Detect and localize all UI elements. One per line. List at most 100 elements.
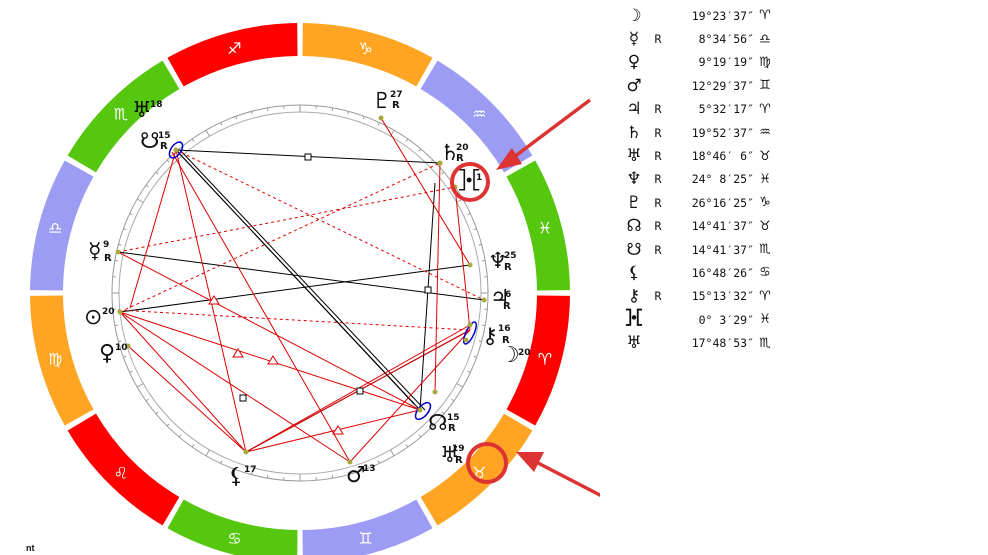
retrograde-flag: R <box>654 242 662 257</box>
mars-planet: ♂ 13 <box>346 463 376 488</box>
svg-text:R: R <box>160 141 168 152</box>
saturn-icon: ♄ <box>440 141 460 166</box>
degree-value: 16°48′26″ <box>691 265 754 280</box>
neptune-planet: ♆ 25 R <box>488 249 517 274</box>
degree-value: 12°29′37″ <box>691 78 754 93</box>
zodiac-sign-icon: ♏ <box>759 335 771 351</box>
pluto-planet: ♇ 27 R <box>372 89 403 114</box>
planet-icon: ⯘ <box>625 308 643 329</box>
zodiac-sign-icon: ♈ <box>759 8 771 24</box>
retrograde-flag: R <box>654 172 662 187</box>
zodiac-sign-icon: ♈ <box>759 288 771 304</box>
svg-text:R: R <box>455 455 463 466</box>
degree-value: 9°19′19″ <box>698 55 754 70</box>
position-row: ☊ R 14°41′37″ ♉ <box>620 215 776 238</box>
aspect-line <box>179 149 426 411</box>
zodiac-segment-virgo <box>30 295 94 426</box>
aspect-markers <box>208 153 432 435</box>
north-node-icon: ☊ <box>428 411 448 436</box>
retrograde-flag: R <box>654 102 662 117</box>
natal-chart-wheel: ♐ ♑♒♓♈♉♊♋♌♍♎♏ <box>30 23 600 555</box>
svg-text:R: R <box>448 423 456 434</box>
gemini-icon: ♊ <box>358 529 372 548</box>
degree-value: 24° 8′25″ <box>691 172 754 187</box>
retrograde-flag: R <box>654 32 662 47</box>
position-row: ⯘ 0° 3′29″ ♓ <box>620 308 776 331</box>
planet-icon: ♃ <box>626 99 642 120</box>
planet-icon: ♀ <box>627 52 641 73</box>
mercury-icon: ☿ <box>88 239 102 264</box>
planet-icon: ♇ <box>626 192 642 213</box>
svg-text:27: 27 <box>390 90 403 100</box>
zodiac-sign-icon: ♊ <box>759 78 771 94</box>
sun-planet: ⊙ 20 <box>84 305 115 330</box>
highlight-annotations <box>450 98 600 498</box>
svg-text:13: 13 <box>363 464 376 474</box>
degree-value: 14°41′37″ <box>691 219 754 234</box>
svg-text:15: 15 <box>158 131 171 141</box>
svg-text:9: 9 <box>103 240 109 250</box>
vertex-planet: ♅ 18 <box>132 98 163 123</box>
south-node-planet: ☋ 15 R <box>140 129 171 154</box>
zodiac-segment-scorpio <box>67 60 180 173</box>
degree-ticks <box>112 105 488 481</box>
uranus-planet: ♅ 19 R <box>440 443 465 468</box>
svg-text:20: 20 <box>456 143 469 153</box>
svg-text:20: 20 <box>102 307 115 317</box>
aspect-line <box>175 149 415 405</box>
position-row: ♇ R 26°16′25″ ♑ <box>620 191 776 214</box>
degree-value: 18°46′ 6″ <box>691 149 754 164</box>
zodiac-sign-icon: ♍ <box>759 54 771 70</box>
zodiac-segment-capricorn <box>302 23 433 87</box>
svg-text:1: 1 <box>476 173 482 183</box>
position-row: ☋ R 14°41′37″ ♏ <box>620 238 776 261</box>
degree-value: 19°23′37″ <box>691 8 754 23</box>
svg-text:20: 20 <box>518 348 531 358</box>
degree-value: 26°16′25″ <box>691 195 754 210</box>
svg-text:6: 6 <box>505 290 511 300</box>
svg-text:19: 19 <box>452 444 465 454</box>
aspect-line <box>119 311 351 463</box>
sun-icon: ⊙ <box>84 305 102 330</box>
jupiter-icon: ♃ <box>490 286 510 311</box>
highlight-circle-taurus <box>466 442 508 484</box>
position-row: ♃ R 5°32′17″ ♈ <box>620 98 776 121</box>
degree-value: 0° 3′29″ <box>698 312 754 327</box>
neptune-icon: ♆ <box>488 249 508 274</box>
planet-icon: ⚸ <box>627 262 641 283</box>
aspect-lines <box>117 117 485 463</box>
aries-icon: ♈ <box>538 350 552 369</box>
leo-icon: ♌ <box>114 463 128 482</box>
libra-icon: ♎ <box>48 218 62 237</box>
planet-icon: ☿ <box>628 29 640 50</box>
svg-text:25: 25 <box>504 251 517 261</box>
degree-value: 14°41′37″ <box>691 242 754 257</box>
zodiac-sign-icon: ♉ <box>759 218 771 234</box>
svg-text:R: R <box>392 100 400 111</box>
planet-icon: ♅ <box>626 333 642 354</box>
aspect-line <box>419 182 436 411</box>
proserpina-icon: ⯘ <box>458 168 480 193</box>
aspect-line <box>245 409 421 453</box>
aspect-line <box>129 149 177 309</box>
virgo-icon: ♍ <box>48 350 62 369</box>
aspect-line <box>175 149 485 301</box>
zodiac-sign-icon: ♋ <box>759 265 771 281</box>
aspect-line <box>380 117 471 266</box>
arrow-to-proserpina <box>496 98 592 170</box>
aspect-line <box>117 251 421 411</box>
svg-text:18: 18 <box>150 100 163 110</box>
cancer-icon: ♋ <box>227 529 241 548</box>
venus-planet: ♀ 10 <box>99 341 128 366</box>
zodiac-segment-gemini <box>302 499 433 555</box>
aspect-line <box>127 345 247 453</box>
svg-text:R: R <box>502 335 510 346</box>
position-row: ☽ 19°23′37″ ♈ <box>620 4 776 27</box>
aspect-line <box>119 311 247 453</box>
zodiac-sign-icon: ♑ <box>759 195 771 211</box>
highlight-circle-proserpina <box>450 162 490 202</box>
position-row: ☿ R 8°34′56″ ♎ <box>620 27 776 50</box>
position-row: ♄ R 19°52′37″ ♒ <box>620 121 776 144</box>
moon-planet: ☽ 20 <box>500 343 531 368</box>
aspect-line <box>119 162 441 313</box>
